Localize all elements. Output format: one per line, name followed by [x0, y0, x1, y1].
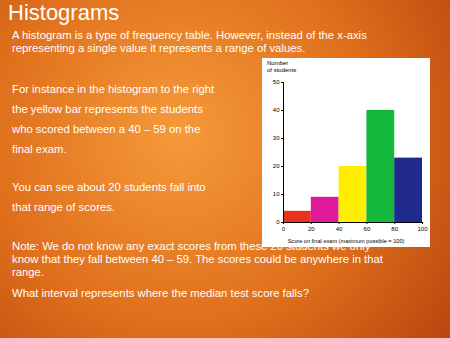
svg-text:10: 10: [273, 191, 280, 197]
html-text:the yellow bar represents the: the yellow bar represents the students: [12, 103, 203, 115]
svg-text:40: 40: [273, 107, 280, 113]
html-text:representing a single value it: representing a single value it represent…: [12, 42, 306, 54]
html-text:know that they fall between 40: know that they fall between 40 – 59. The…: [12, 253, 383, 265]
svg-text:40: 40: [336, 226, 343, 232]
html-text:who scored between a 40 – 59 o: who scored between a 40 – 59 on the: [12, 123, 201, 135]
svg-text:60: 60: [364, 226, 371, 232]
svg-text:50: 50: [273, 79, 280, 85]
html-text:What interval represents where: What interval represents where the media…: [12, 287, 309, 299]
svg-text:30: 30: [273, 135, 280, 141]
html-text:range.: range.: [12, 266, 44, 278]
svg-text:80: 80: [391, 226, 398, 232]
svg-text:20: 20: [273, 163, 280, 169]
html-text:that range of scores.: that range of scores.: [12, 201, 115, 213]
svg-text:0: 0: [282, 226, 286, 232]
svg-text:100: 100: [417, 226, 428, 232]
html-text:Note: We do not know any exact: Note: We do not know any exact scores fr…: [12, 240, 371, 252]
html-text:Score on final exam (maximum p: Score on final exam (maximum possible = …: [287, 238, 405, 244]
html-text:A histogram is a type of frequ: A histogram is a type of frequency table…: [12, 29, 367, 41]
html-text:Number of students: Number of students: [267, 60, 297, 73]
html-text:For instance in the histogram: For instance in the histogram to the rig…: [12, 83, 215, 95]
html-text:final exam.: final exam.: [12, 143, 67, 155]
svg-text:0: 0: [276, 219, 280, 225]
html-text:You can see about 20 students: You can see about 20 students fall into: [12, 181, 206, 193]
svg-text:20: 20: [308, 226, 315, 232]
html-text:Histograms: Histograms: [8, 0, 120, 25]
